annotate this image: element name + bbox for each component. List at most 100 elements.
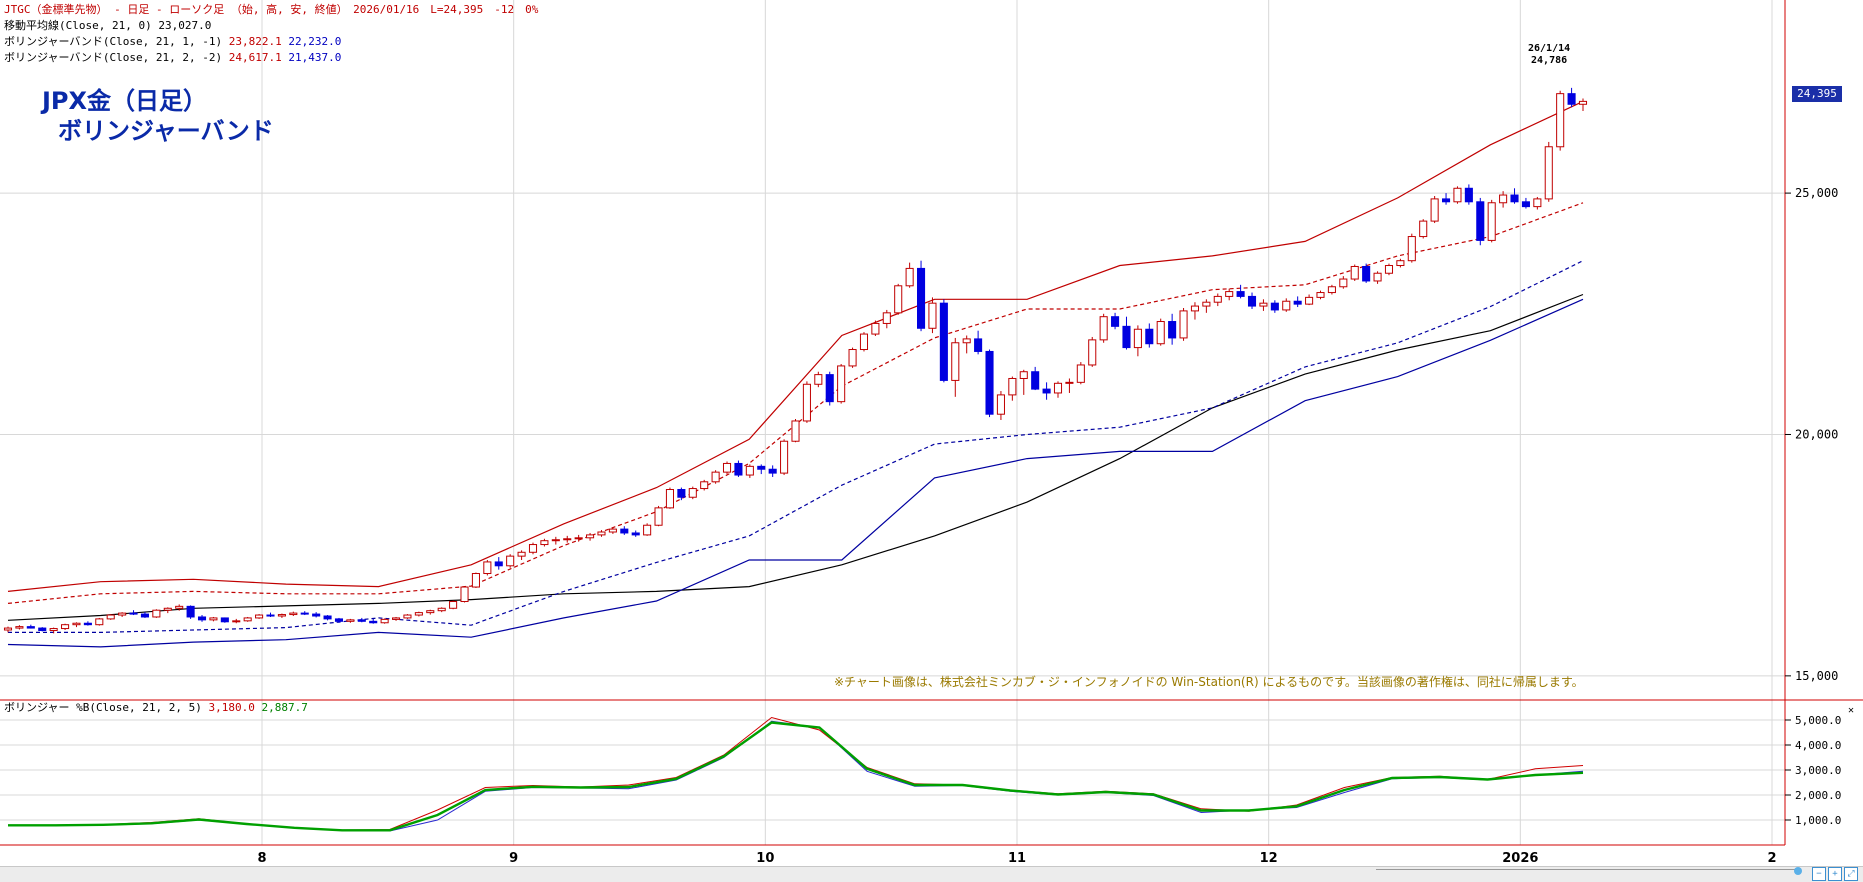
x-axis-label: 2 [1767,851,1776,866]
peak-annotation: 26/1/14 24,786 [1528,43,1570,67]
candle-body [369,620,378,624]
pctb-legend: ボリンジャー %B(Close, 21, 2, 5) 3,180.0 2,887… [4,700,308,716]
candle-body [1225,291,1234,297]
zoom-in-icon[interactable]: + [1828,867,1842,881]
candle-body [312,613,321,617]
candle-body [825,374,834,403]
candle-body [255,614,264,619]
candle-body [392,617,401,620]
candle-body [974,338,983,352]
candle-body [688,488,697,498]
candle-body [506,555,515,567]
candle-body [1190,305,1199,312]
x-axis-label: 9 [509,851,518,866]
candle-body [517,551,526,557]
candle-body [1122,325,1131,349]
candle-body [722,462,732,473]
candle-body [540,540,549,546]
candle-body [928,302,937,329]
candle-body [1419,220,1428,238]
candle-body [1533,198,1542,208]
pctb-series [8,716,1584,832]
status-bar [0,866,1863,882]
candle-body [1476,201,1485,241]
candle-body [1270,302,1279,311]
candle-body [1350,265,1359,280]
bb2-lower-value: 21,437.0 [288,51,342,64]
candle-body [266,614,275,617]
candle-body [1567,93,1576,105]
peak-date: 26/1/14 [1528,43,1571,54]
candle-body [140,613,149,618]
pctb-tick-label: 3,000.0 [1795,764,1841,777]
price-tick-label: 15,000 [1795,669,1838,683]
candle-body [426,610,435,614]
pctb-tick-label: 4,000.0 [1795,739,1841,752]
candle-body [129,612,138,615]
candle-body [197,616,207,621]
candle-body [1145,328,1154,345]
close-panel-icon[interactable]: ✕ [1848,705,1855,716]
candle-body [106,614,115,620]
candle-body [289,612,298,616]
candle-body [414,612,423,616]
candle-body [1521,201,1530,208]
candle-body [905,267,914,287]
candle-body [300,612,309,615]
candle-body [871,322,880,335]
candle-body [620,528,629,534]
fit-icon[interactable]: ⤢ [1844,867,1858,881]
bb1-label: ボリンジャーバンド(Close, 21, 1, -1) [4,35,223,48]
x-axis-label: 8 [257,851,266,866]
pctb-tick-label: 2,000.0 [1795,789,1841,802]
candle-body [700,481,709,490]
candle-body [951,342,960,381]
candle-body [597,531,606,536]
zoom-out-icon[interactable]: − [1812,867,1826,881]
candle-body [83,622,92,626]
candle-body [232,620,241,623]
candle-body [939,302,948,381]
candle-body [677,489,686,498]
scroll-track[interactable] [1376,869,1796,876]
candle-body [528,544,538,553]
candle-body [643,524,652,536]
candle-body [1293,300,1302,305]
pctb-value-red: 3,180.0 [208,701,255,714]
symbol-header: JTGC（金標準先物） - 日足 - ローソク足 （始, 高, 安, 終値） 2… [4,3,539,16]
candle-body [551,539,560,542]
candle-body [483,561,492,575]
candle-body [1384,265,1394,274]
candle-body [1373,272,1382,282]
band-line-4 [7,298,1584,648]
bb2-upper-value: 24,617.1 [228,51,282,64]
candle-body [791,420,800,442]
price-tick-label: 25,000 [1795,186,1838,200]
candle-body [1453,187,1462,203]
candle-body [654,507,663,526]
candle-body [1076,364,1085,383]
candle-body [61,624,70,630]
ma-legend: 移動平均線(Close, 21, 0) 23,027.0 [4,19,212,32]
candle-body [1464,187,1473,203]
candle-body [1236,291,1245,297]
candle-body [1510,194,1519,203]
candle-body [745,465,754,476]
candle-body [323,615,332,620]
peak-value: 24,786 [1531,55,1568,66]
band-line-3 [8,260,1584,634]
bb1-lower-value: 22,232.0 [288,35,342,48]
x-axis-label: 12 [1260,851,1278,866]
scroll-thumb[interactable] [1794,867,1802,875]
candle-body [15,626,24,629]
chart-title-line2: ボリンジャーバンド [58,117,274,145]
candle-body [1053,382,1063,394]
candle-body [1156,321,1165,345]
candle-body [471,573,480,588]
band-line-0 [7,293,1584,621]
candle-body [460,586,469,603]
candle-body [1042,388,1051,394]
candle-body [1556,93,1565,148]
candle-body [49,628,58,631]
